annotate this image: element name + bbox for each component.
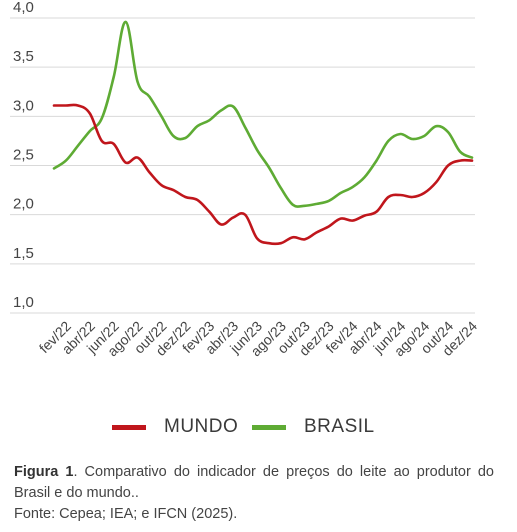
series-line-brasil <box>52 20 474 208</box>
legend-item-mundo: MUNDO <box>112 416 238 438</box>
caption-text: . Comparativo do indicador de preços do … <box>14 464 494 501</box>
legend-label-mundo: MUNDO <box>164 416 239 437</box>
legend-label-brasil: BRASIL <box>304 416 375 437</box>
line-chart: 1,0 1,5 2,0 2,5 3,0 3,5 4,0 fev/22abr/22jun/22… <box>10 0 480 360</box>
y-tick-label: 2,5 <box>13 147 34 164</box>
caption-source: Fonte: Cepea; IEA; e IFCN (2025). <box>14 506 238 522</box>
legend-item-brasil: BRASIL <box>252 416 375 438</box>
y-axis-ticks: 1,0 1,5 2,0 2,5 3,0 3,5 4,0 <box>13 0 34 311</box>
series-line-mundo <box>52 103 474 246</box>
series-lines <box>52 20 474 246</box>
legend-swatch-mundo <box>112 424 146 430</box>
legend-swatch-brasil <box>252 424 286 430</box>
y-tick-label: 4,0 <box>13 0 34 16</box>
grid-lines <box>10 17 475 314</box>
y-tick-label: 3,5 <box>13 48 34 65</box>
x-axis-ticks: fev/22abr/22jun/22ago/22out/22dez/22fev/… <box>36 318 480 360</box>
y-tick-label: 3,0 <box>13 97 34 114</box>
y-tick-label: 1,0 <box>13 294 34 311</box>
y-tick-label: 1,5 <box>13 245 34 262</box>
figure-label: Figura 1 <box>14 464 74 480</box>
figure-caption: Figura 1. Comparativo do indicador de pr… <box>14 462 494 525</box>
legend: MUNDO BRASIL <box>0 416 517 446</box>
y-tick-label: 2,0 <box>13 196 34 213</box>
